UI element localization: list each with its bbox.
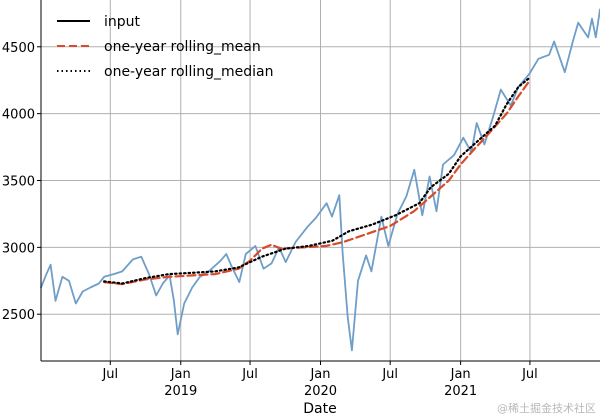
x-tick-label: Jul — [521, 367, 538, 382]
x-axis-title: Date — [303, 401, 336, 417]
y-tick-labels: 2500 3000 3500 4000 4500 — [2, 41, 35, 323]
y-tick-label: 3000 — [2, 241, 35, 256]
y-tick-label: 4000 — [2, 108, 35, 123]
legend-label: one-year rolling_median — [104, 64, 273, 80]
x-tick-year-label: 2019 — [164, 384, 197, 399]
x-tick-label: Jul — [241, 367, 258, 382]
x-tick-labels: Jul Jan 2019 Jul Jan 2020 Jul Jan 2021 Jul — [101, 367, 537, 399]
grid — [41, 0, 600, 361]
y-tick-label: 2500 — [2, 308, 35, 323]
x-tick-year-label: 2020 — [304, 384, 337, 399]
x-tick-label: Jan — [170, 367, 191, 382]
y-tick-label: 4500 — [2, 41, 35, 56]
series-line-1 — [103, 79, 531, 286]
series-line-2 — [103, 76, 531, 285]
series-line-0 — [40, 8, 600, 352]
watermark: @稀土掘金技术社区 — [497, 401, 596, 415]
legend-label: one-year rolling_mean — [104, 39, 261, 55]
legend-label: input — [104, 14, 141, 30]
x-tick-label: Jan — [450, 367, 471, 382]
x-tick-label: Jul — [101, 367, 118, 382]
x-tick-year-label: 2021 — [444, 384, 477, 399]
x-tick-label: Jul — [381, 367, 398, 382]
legend: input one-year rolling_mean one-year rolli… — [57, 14, 273, 80]
x-tick-label: Jan — [309, 367, 330, 382]
axes — [37, 0, 600, 365]
y-tick-label: 3500 — [2, 175, 35, 190]
series-layer — [40, 8, 600, 352]
